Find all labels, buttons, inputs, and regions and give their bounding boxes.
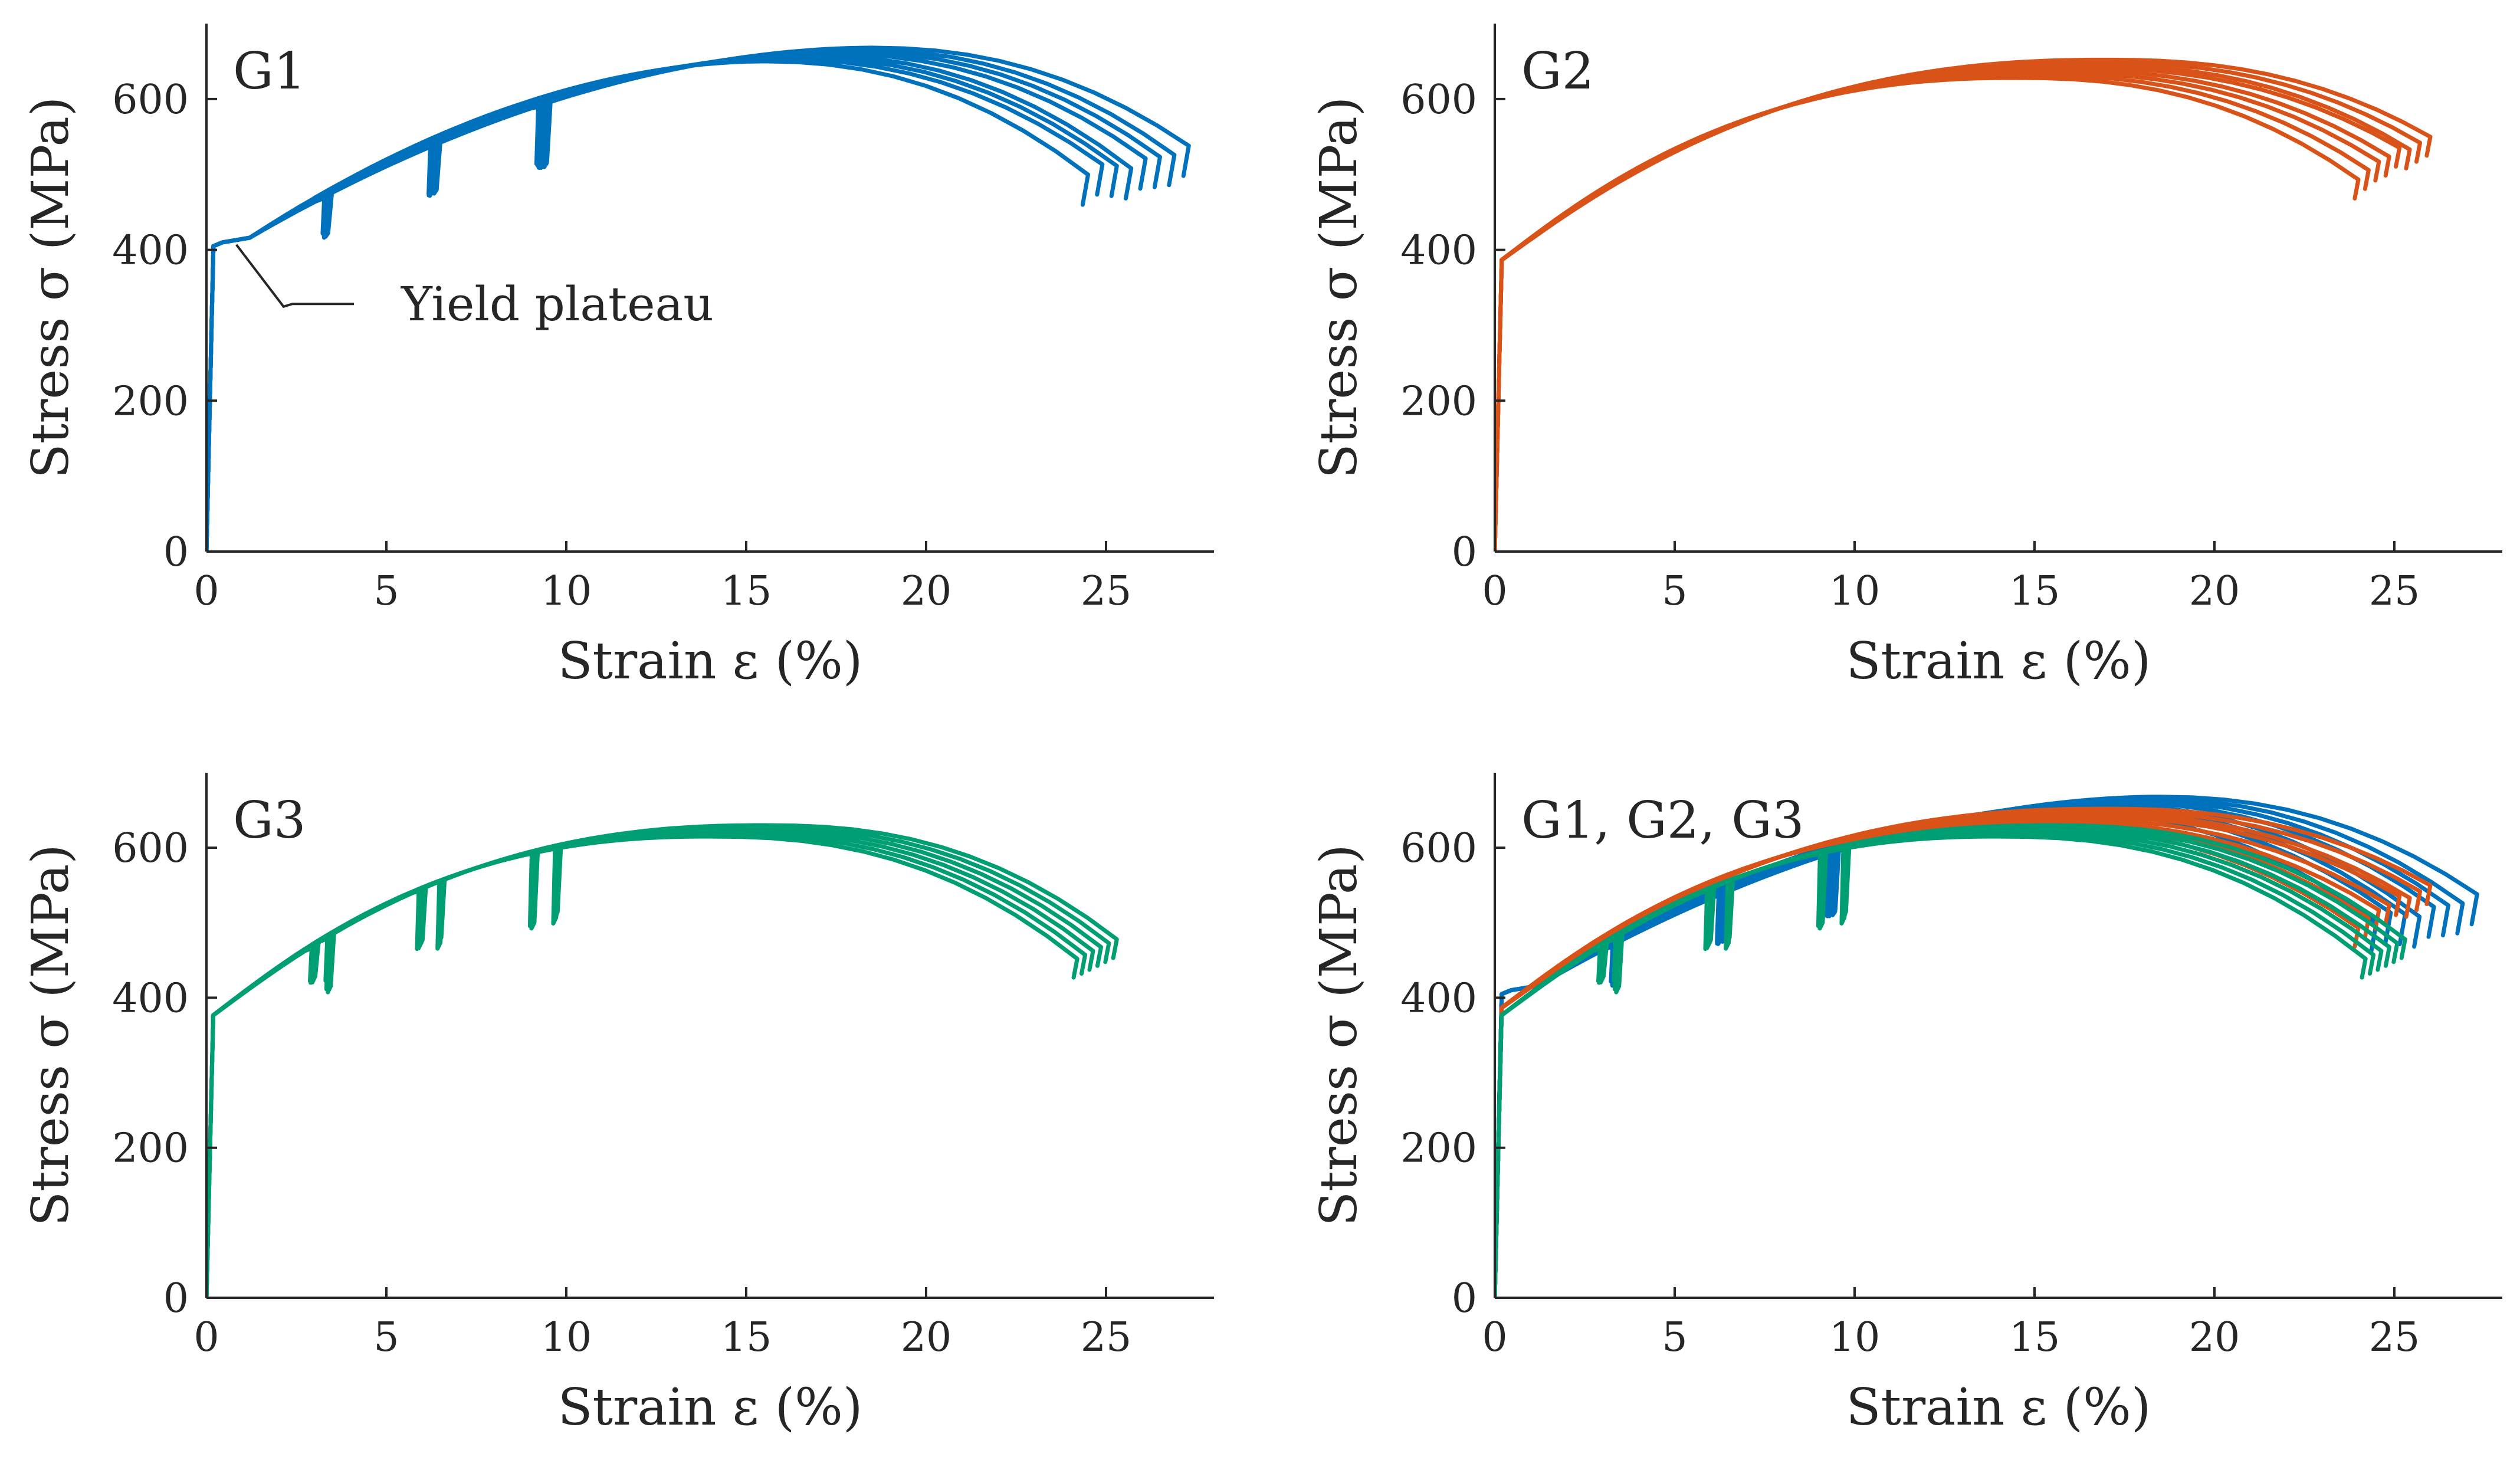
- series-g2-curve-1: [1495, 825, 2361, 1298]
- series-g2-curve-8: [1495, 57, 2433, 552]
- curves: [1495, 795, 2479, 1298]
- y-tick-label: 600: [112, 825, 189, 872]
- y-tick-label: 600: [1400, 77, 1477, 123]
- series-g3-curve-6: [206, 823, 1119, 1298]
- x-tick-label: 10: [541, 1314, 592, 1361]
- series-g2-curve-3: [1495, 70, 2381, 552]
- x-tick-label: 5: [1662, 568, 1687, 615]
- series-g3-curve-2: [206, 832, 1088, 1298]
- series-g3-curve-2: [1495, 832, 2376, 1298]
- series-g2-curve-2: [1495, 822, 2371, 1298]
- y-tick-label: 0: [1452, 1275, 1477, 1322]
- x-tick-label: 0: [193, 568, 219, 615]
- y-tick-label: 200: [112, 378, 189, 425]
- x-tick-label: 5: [373, 1314, 399, 1361]
- series-g2-curve-1: [1495, 76, 2361, 552]
- x-tick-label: 0: [1482, 568, 1507, 615]
- chart-panel-4: 0 5 10 15 20 25 0 200 400 600 Strain ε (%) Stress σ…: [1310, 773, 2502, 1437]
- panel-title: G1: [233, 42, 306, 101]
- x-tick-label: 10: [1829, 1314, 1881, 1361]
- x-tick-label: 10: [541, 568, 592, 615]
- y-tick-label: 400: [112, 975, 189, 1022]
- series-g2-curve-2: [1495, 73, 2371, 552]
- x-tick-label: 25: [1081, 568, 1132, 615]
- series-g3-curve-5: [206, 825, 1111, 1298]
- y-tick-label: 400: [112, 228, 189, 274]
- y-tick-label: 200: [112, 1126, 189, 1172]
- x-axis-label: Strain ε (%): [1846, 632, 2151, 691]
- x-tick-label: 15: [2009, 1314, 2060, 1361]
- x-axis-label: Strain ε (%): [1846, 1378, 2151, 1437]
- series-g3-curve-1: [1495, 834, 2368, 1298]
- y-tick-label: 200: [1400, 1126, 1477, 1172]
- series-g3-curve-5: [1495, 825, 2400, 1298]
- x-tick-label: 25: [1081, 1314, 1132, 1361]
- x-tick-label: 20: [901, 1314, 952, 1361]
- series-g2-curve-4: [1495, 68, 2391, 552]
- series-g2-curve-5: [1495, 814, 2402, 1298]
- panel-title: G3: [233, 791, 306, 850]
- x-tick-label: 25: [2369, 1314, 2420, 1361]
- y-tick-label: 0: [163, 1275, 189, 1322]
- x-tick-label: 15: [721, 1314, 772, 1361]
- series-g2-curve-3: [1495, 819, 2381, 1298]
- y-tick-label: 400: [1400, 975, 1477, 1022]
- y-tick-label: 600: [112, 77, 189, 123]
- panel-title: G2: [1521, 42, 1594, 101]
- x-tick-label: 0: [193, 1314, 219, 1361]
- y-tick-label: 200: [1400, 378, 1477, 425]
- x-tick-label: 15: [2009, 568, 2060, 615]
- chart-panel-1: 0 5 10 15 20 25 0 200 400 600 Strain ε (%) Stress σ…: [21, 24, 1214, 691]
- x-tick-label: 20: [2189, 1314, 2240, 1361]
- series-g2-curve-6: [1495, 812, 2412, 1298]
- y-axis-label: Stress σ (MPa): [1310, 844, 1369, 1226]
- x-axis-label: Strain ε (%): [558, 1378, 863, 1437]
- x-tick-label: 15: [721, 568, 772, 615]
- x-tick-label: 20: [901, 568, 952, 615]
- series-g3-curve-3: [1495, 829, 2384, 1298]
- x-tick-label: 10: [1829, 568, 1881, 615]
- y-axis-label: Stress σ (MPa): [21, 844, 80, 1226]
- x-tick-label: 0: [1482, 1314, 1507, 1361]
- series-g1-curve-8: [206, 45, 1191, 552]
- series-g3-curve-3: [206, 829, 1095, 1298]
- chart-panel-2: 0 5 10 15 20 25 0 200 400 600 Strain ε (%) Stress σ…: [1310, 24, 2502, 691]
- series-g2-curve-7: [1495, 809, 2423, 1298]
- curves: [206, 45, 1191, 552]
- x-tick-label: 20: [2189, 568, 2240, 615]
- x-tick-label: 5: [373, 568, 399, 615]
- y-tick-label: 0: [1452, 529, 1477, 576]
- y-axis-label: Stress σ (MPa): [21, 97, 80, 479]
- chart-panel-3: 0 5 10 15 20 25 0 200 400 600 Strain ε (%) Stress σ…: [21, 773, 1214, 1437]
- curves: [206, 823, 1119, 1298]
- series-g2-curve-4: [1495, 817, 2391, 1298]
- x-tick-label: 25: [2369, 568, 2420, 615]
- x-axis-label: Strain ε (%): [558, 632, 863, 691]
- panel-title: G1, G2, G3: [1521, 791, 1804, 850]
- series-g2-curve-8: [1495, 806, 2433, 1298]
- y-axis-label: Stress σ (MPa): [1310, 97, 1369, 479]
- y-tick-label: 600: [1400, 825, 1477, 872]
- annotation-leader-line: [235, 244, 354, 309]
- series-g3-curve-1: [206, 834, 1079, 1298]
- series-g3-curve-4: [1495, 828, 2391, 1298]
- series-g2-curve-6: [1495, 63, 2412, 552]
- annotation-yield-plateau: Yield plateau: [401, 277, 714, 332]
- y-tick-label: 400: [1400, 228, 1477, 274]
- series-g3-curve-6: [1495, 823, 2407, 1298]
- y-tick-label: 0: [163, 529, 189, 576]
- series-g1-curve-7: [1495, 796, 2465, 1298]
- x-tick-label: 5: [1662, 1314, 1687, 1361]
- series-g2-curve-7: [1495, 60, 2423, 552]
- curves: [1495, 57, 2433, 552]
- series-g2-curve-5: [1495, 65, 2402, 552]
- series-g3-curve-4: [206, 828, 1103, 1298]
